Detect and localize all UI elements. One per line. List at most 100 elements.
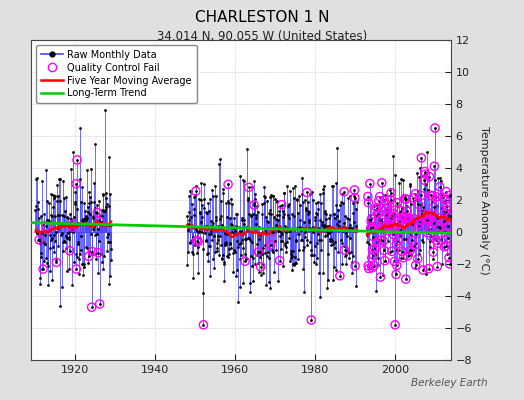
Point (349, 199, 357, 206)
Point (348, 224, 357, 231)
Point (302, 242, 311, 248)
Point (196, 210, 205, 216)
Point (97, 258, 106, 265)
Point (213, 245, 221, 251)
Point (437, 237, 445, 244)
Point (433, 263, 442, 270)
Point (293, 256, 302, 262)
Point (431, 216, 440, 223)
Point (346, 193, 355, 200)
Point (424, 212, 432, 218)
Point (425, 174, 433, 180)
Point (89, 215, 97, 222)
Point (242, 256, 250, 262)
Point (39, 220, 47, 227)
Point (53, 225, 62, 232)
Point (232, 210, 240, 217)
Point (329, 277, 337, 284)
Point (367, 225, 375, 231)
Point (429, 255, 437, 262)
Point (41, 232, 49, 238)
Point (444, 235, 453, 241)
Point (403, 248, 411, 255)
Point (35, 237, 43, 243)
Point (366, 212, 375, 218)
Point (265, 279, 273, 286)
Point (87, 231, 95, 238)
Point (252, 215, 260, 222)
Point (214, 233, 223, 240)
Point (363, 224, 371, 231)
Point (383, 222, 391, 228)
Point (352, 223, 360, 230)
Point (392, 262, 401, 269)
Point (334, 249, 342, 255)
Point (398, 248, 406, 255)
Point (270, 228, 279, 235)
Point (282, 249, 290, 255)
Point (194, 244, 203, 250)
Point (403, 252, 412, 259)
Point (194, 238, 202, 245)
Point (419, 267, 427, 273)
Point (431, 235, 439, 242)
Point (41, 241, 50, 247)
Point (42, 223, 50, 230)
Point (330, 211, 338, 217)
Point (92, 250, 100, 256)
Point (187, 214, 195, 220)
Point (248, 238, 257, 245)
Point (397, 255, 406, 261)
Point (375, 217, 383, 223)
Point (380, 247, 388, 254)
Point (399, 254, 408, 261)
Point (264, 224, 272, 231)
Point (375, 198, 383, 204)
Point (379, 238, 388, 244)
Point (85, 248, 94, 255)
Point (446, 208, 454, 214)
Point (39, 219, 48, 226)
Point (61, 220, 70, 226)
Point (39, 266, 47, 272)
Point (91, 205, 100, 211)
Point (407, 232, 415, 238)
Point (381, 192, 390, 198)
Point (330, 211, 338, 217)
Point (69, 221, 77, 228)
Point (250, 202, 258, 208)
Point (408, 221, 417, 227)
Point (287, 248, 296, 254)
Point (286, 188, 294, 195)
Point (282, 225, 291, 231)
Point (400, 224, 409, 230)
Point (345, 216, 353, 223)
Point (255, 236, 263, 242)
Point (402, 208, 411, 214)
Point (400, 196, 409, 202)
Point (72, 266, 81, 272)
Point (226, 221, 235, 227)
Point (307, 317, 315, 323)
Point (263, 198, 271, 204)
Point (342, 260, 351, 267)
Point (428, 193, 436, 199)
Point (210, 226, 219, 232)
Point (255, 224, 263, 230)
Point (281, 228, 290, 235)
Point (193, 250, 202, 256)
Point (297, 224, 305, 231)
Point (412, 240, 421, 246)
Point (253, 252, 261, 258)
Point (423, 149, 431, 155)
Point (404, 218, 412, 224)
Point (208, 187, 216, 194)
Point (261, 250, 269, 256)
Point (424, 186, 432, 193)
Point (38, 230, 47, 236)
Point (71, 188, 79, 195)
Point (210, 264, 219, 271)
Point (328, 238, 336, 244)
Point (45, 218, 53, 224)
Point (302, 207, 310, 213)
